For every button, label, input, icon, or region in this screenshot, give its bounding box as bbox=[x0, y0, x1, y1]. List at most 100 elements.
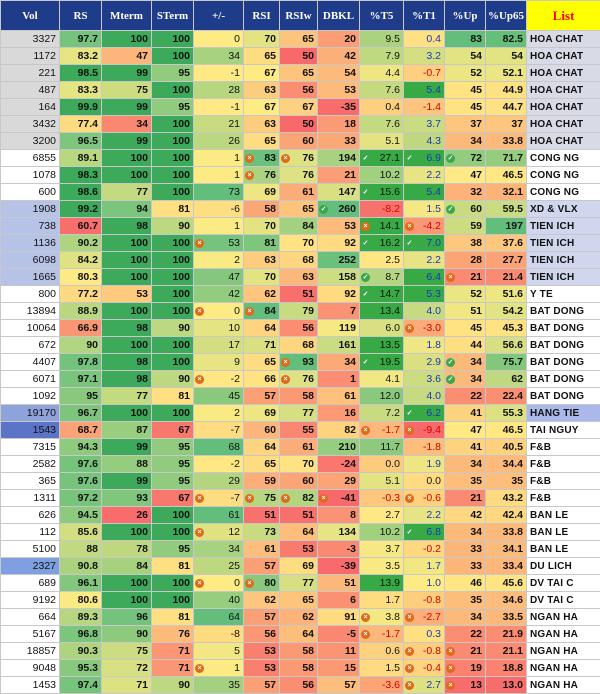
cell-value: 56 bbox=[264, 628, 276, 640]
cell-mterm: 75 bbox=[102, 82, 152, 99]
cell-value: 3432 bbox=[33, 118, 56, 130]
cell-value: 65 bbox=[302, 67, 314, 79]
cell-change: 26 bbox=[194, 133, 244, 150]
cell-value: 29 bbox=[228, 475, 240, 487]
cell-value: 40.5 bbox=[503, 441, 523, 453]
column-header-mterm[interactable]: Mterm bbox=[102, 1, 152, 31]
cell-value: 45.3 bbox=[503, 322, 523, 334]
column-header-pct-up[interactable]: %Up bbox=[445, 1, 486, 31]
cell-value: 1.7 bbox=[426, 560, 441, 572]
cell-value: 84 bbox=[264, 305, 276, 317]
column-header-vol[interactable]: Vol bbox=[1, 1, 60, 31]
column-header-change[interactable]: +/- bbox=[194, 1, 244, 31]
cell-value: 21 bbox=[470, 645, 482, 657]
cell-value: 100 bbox=[172, 135, 190, 147]
cell-sterm: 100 bbox=[152, 235, 194, 252]
cell-value: 0.4 bbox=[385, 101, 400, 113]
cell-value: 10 bbox=[228, 322, 240, 334]
cell-rsiw: 56 bbox=[280, 677, 318, 694]
cell-dbkl: 20 bbox=[318, 31, 360, 48]
cell-mterm: 99 bbox=[102, 65, 152, 82]
column-header-pct-t1[interactable]: %T1 bbox=[404, 1, 445, 31]
column-header-rsi[interactable]: RSI bbox=[244, 1, 280, 31]
cell-rsi: 63 bbox=[244, 82, 280, 99]
cell-value: -3 bbox=[347, 543, 356, 555]
column-header-dbkl[interactable]: DBKL bbox=[318, 1, 360, 31]
column-header-rsiw[interactable]: RSIw bbox=[280, 1, 318, 31]
cell-value: 53 bbox=[264, 662, 276, 674]
cell-rs: 98.3 bbox=[60, 167, 102, 184]
check-circle-icon: ✓ bbox=[405, 239, 414, 248]
cell-pct-up65: 43.2 bbox=[486, 490, 527, 507]
cell-pct-up: 41 bbox=[445, 405, 486, 422]
column-header-pct-t5[interactable]: %T5 bbox=[360, 1, 404, 31]
cell-value: 34.1 bbox=[503, 543, 523, 555]
cell-value: 41 bbox=[470, 407, 482, 419]
cell-value: 100 bbox=[172, 84, 190, 96]
cell-value: 80.6 bbox=[78, 594, 98, 606]
cell-sterm: 90 bbox=[152, 677, 194, 694]
x-circle-icon: × bbox=[405, 647, 414, 656]
cell-pct-up: 42 bbox=[445, 507, 486, 524]
cell-value: 100 bbox=[172, 356, 190, 368]
cell-value: 41 bbox=[470, 441, 482, 453]
cell-value: 52 bbox=[470, 288, 482, 300]
cell-pct-up65: 21.4 bbox=[486, 269, 527, 286]
column-header-pct-up65[interactable]: %Up65 bbox=[486, 1, 527, 31]
cell-rs: 97.6 bbox=[60, 473, 102, 490]
cell-value: 95 bbox=[178, 101, 190, 113]
cell-value: 100 bbox=[172, 169, 190, 181]
cell-value: 88 bbox=[136, 458, 148, 470]
column-header-sterm[interactable]: STerm bbox=[152, 1, 194, 31]
cell-mterm: 100 bbox=[102, 150, 152, 167]
column-header-list[interactable]: List bbox=[527, 1, 600, 31]
x-circle-icon: × bbox=[446, 273, 455, 282]
x-circle-icon: × bbox=[446, 681, 455, 690]
cell-pct-t5: ×14.1 bbox=[360, 218, 404, 235]
cell-list: TIEN ICH bbox=[527, 252, 600, 269]
cell-sterm: 100 bbox=[152, 507, 194, 524]
cell-value: 89.1 bbox=[78, 152, 98, 164]
column-header-rs[interactable]: RS bbox=[60, 1, 102, 31]
cell-sterm: 100 bbox=[152, 31, 194, 48]
